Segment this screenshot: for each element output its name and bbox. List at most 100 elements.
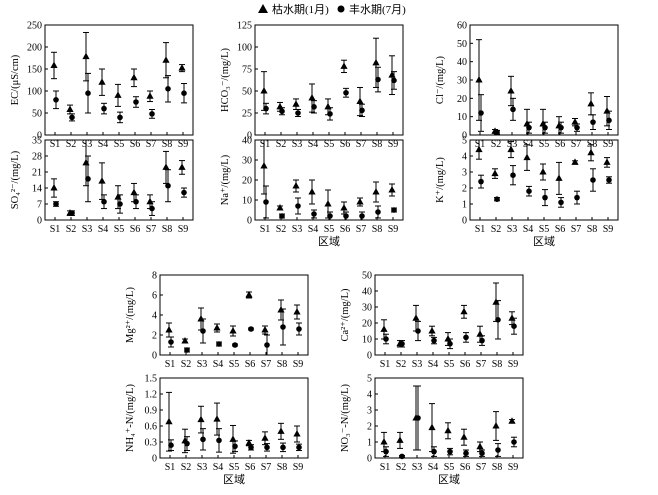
x-tick-label: S3 xyxy=(292,139,303,150)
y-axis-label: NH₄⁺-N/(mg/L) xyxy=(125,383,136,452)
y-tick-label: 100 xyxy=(27,87,42,98)
x-tick-label: S7 xyxy=(146,224,157,235)
data-point-triangle xyxy=(475,76,483,83)
data-point-circle xyxy=(263,105,269,112)
y-tick-label: 50 xyxy=(362,271,372,282)
data-point-triangle xyxy=(245,439,253,446)
data-point-triangle xyxy=(292,100,300,107)
data-point-circle xyxy=(494,129,500,136)
x-tick-label: S1 xyxy=(380,462,391,473)
data-point-triangle xyxy=(308,94,316,101)
data-point-circle xyxy=(606,117,612,124)
data-point-circle xyxy=(359,213,365,219)
x-tick-label: S7 xyxy=(356,224,367,235)
data-point-triangle xyxy=(114,193,122,200)
data-point-circle xyxy=(391,207,397,213)
data-point-circle xyxy=(69,210,75,216)
data-point-triangle xyxy=(460,433,468,440)
data-point-triangle xyxy=(508,314,516,321)
data-point-circle xyxy=(117,201,123,207)
x-tick-label: S1 xyxy=(475,224,486,235)
data-point-triangle xyxy=(308,188,316,195)
panel-8: 0 10 20 30 40 50 S1 S2 S3 S4 S5 S6 S7 S8 S9 Ca²⁺/(mg/L) xyxy=(340,271,524,370)
x-tick-label: S9 xyxy=(603,224,614,235)
x-axis-label: 区域 xyxy=(318,235,340,248)
x-tick-label: S1 xyxy=(260,224,271,235)
data-point-circle xyxy=(383,448,389,455)
y-tick-label: 1 xyxy=(462,200,467,211)
x-tick-label: S9 xyxy=(178,224,189,235)
y-tick-label: 7 xyxy=(37,200,42,211)
data-point-circle xyxy=(264,342,270,348)
x-tick-label: S7 xyxy=(146,139,157,150)
plot-frame xyxy=(254,139,404,221)
data-point-circle xyxy=(574,194,580,201)
data-point-triangle xyxy=(507,87,515,94)
data-point-circle xyxy=(479,337,485,344)
data-point-triangle xyxy=(146,197,154,205)
y-tick-label: 50 xyxy=(457,39,467,50)
data-point-circle xyxy=(447,448,453,455)
legend-triangle-marker xyxy=(258,4,268,13)
data-point-circle xyxy=(184,440,190,447)
data-point-circle xyxy=(542,124,548,131)
x-tick-label: S4 xyxy=(308,139,319,150)
data-point-triangle xyxy=(82,158,90,166)
data-point-triangle xyxy=(178,163,186,170)
x-tick-label: S4 xyxy=(428,462,439,473)
y-tick-label: 4 xyxy=(367,390,372,401)
data-point-circle xyxy=(590,177,596,183)
data-point-triangle xyxy=(356,198,364,205)
data-point-triangle xyxy=(460,307,468,315)
data-point-triangle xyxy=(555,174,563,181)
data-point-circle xyxy=(327,111,333,117)
data-point-triangle xyxy=(340,204,348,211)
data-point-circle xyxy=(101,105,107,112)
x-tick-label: S1 xyxy=(50,139,61,150)
x-tick-label: S9 xyxy=(508,359,519,370)
data-point-circle xyxy=(510,172,516,178)
data-point-circle xyxy=(399,341,405,347)
x-tick-label: S7 xyxy=(261,462,272,473)
data-point-circle xyxy=(463,450,469,457)
y-tick-label: 30 xyxy=(242,156,252,167)
data-point-circle xyxy=(495,317,501,323)
data-point-circle xyxy=(232,342,238,348)
panel-1: 0 50 100 150 200 250 S1 S2 S3 S4 S5 S6 S7 S8 S9 EC/(μS/… xyxy=(10,21,194,150)
data-point-circle xyxy=(359,107,365,114)
data-point-triangle xyxy=(162,163,170,170)
x-tick-label: S4 xyxy=(98,224,109,235)
data-point-circle xyxy=(343,89,349,96)
data-point-circle xyxy=(295,203,301,209)
x-tick-label: S2 xyxy=(491,139,502,150)
data-point-triangle xyxy=(603,107,611,114)
panel-10: 0 1 2 3 4 5 S1 S2 S3 S4 S5 S6 S7 S8 S9 NO₃⁻-N/(mg/L) 区域 xyxy=(340,374,524,486)
y-tick-label: 0 xyxy=(37,131,42,142)
x-tick-label: S1 xyxy=(165,462,176,473)
legend: 枯水期(1月) 丰水期(7月) xyxy=(258,2,406,16)
data-point-triangle xyxy=(261,434,269,441)
data-point-triangle xyxy=(324,200,332,207)
series-wet-season xyxy=(478,94,612,136)
y-tick-label: 0 xyxy=(462,216,467,227)
data-point-triangle xyxy=(444,335,452,342)
x-tick-label: S2 xyxy=(491,224,502,235)
data-point-triangle xyxy=(428,423,436,431)
data-point-circle xyxy=(590,119,596,125)
y-tick-label: 150 xyxy=(27,65,42,76)
x-tick-label: S7 xyxy=(476,462,487,473)
x-tick-label: S2 xyxy=(181,462,192,473)
data-point-triangle xyxy=(50,61,58,68)
data-point-circle xyxy=(216,341,222,347)
data-point-triangle xyxy=(491,169,499,177)
x-tick-label: S5 xyxy=(229,359,240,370)
x-tick-label: S7 xyxy=(571,139,582,150)
data-point-triangle xyxy=(340,62,348,69)
data-point-circle xyxy=(101,198,107,205)
data-point-triangle xyxy=(388,186,396,193)
data-point-triangle xyxy=(261,326,269,333)
y-tick-label: 250 xyxy=(27,21,42,32)
series-wet-season xyxy=(263,66,397,121)
series-dry-season xyxy=(475,39,611,136)
x-tick-label: S5 xyxy=(114,139,125,150)
